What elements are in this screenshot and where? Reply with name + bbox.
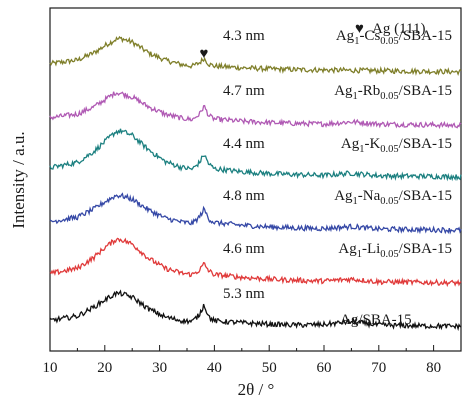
legend-label: Ag (111) (372, 21, 425, 37)
sample-label: Ag1-Na0.05/SBA-15 (334, 188, 452, 207)
x-tick-label: 10 (43, 360, 58, 376)
crystallite-size-label: 4.3 nm (223, 28, 265, 44)
x-tick-label: 20 (97, 360, 112, 376)
y-axis-title: Intensity / a.u. (9, 131, 28, 228)
x-axis-title: 2θ / ° (238, 380, 275, 399)
sample-label: Ag1-Li0.05/SBA-15 (338, 241, 452, 260)
sample-label: Ag1-K0.05/SBA-15 (341, 136, 452, 155)
x-tick-label: 60 (317, 360, 332, 376)
sample-label: Ag1-Rb0.05/SBA-15 (334, 83, 452, 102)
x-axis-ticks: 10 20 30 40 50 60 70 80 (43, 345, 441, 376)
peak-heart-icon: ♥ (200, 46, 209, 62)
crystallite-size-label: 4.4 nm (223, 136, 265, 152)
xrd-pattern-line (49, 35, 462, 77)
x-tick-label: 70 (371, 360, 386, 376)
xrd-pattern-line (49, 91, 462, 130)
series-labels: 4.3 nm Ag1-Cs0.05/SBA-15 4.7 nm Ag1-Rb0.05/… (223, 28, 452, 328)
legend-heart-icon: ♥ (355, 21, 364, 37)
crystallite-size-label: 4.7 nm (223, 83, 265, 99)
crystallite-size-label: 4.6 nm (223, 241, 265, 257)
x-tick-label: 40 (207, 360, 222, 376)
plot-frame (49, 7, 462, 352)
crystallite-size-label: 5.3 nm (223, 286, 265, 302)
xrd-pattern-line (49, 192, 462, 235)
series-curves (49, 35, 462, 332)
sample-label: Ag1-Cs0.05/SBA-15 (336, 28, 452, 47)
sample-label: Ag/SBA-15 (340, 312, 412, 328)
crystallite-size-label: 4.8 nm (223, 188, 265, 204)
xrd-pattern-line (49, 289, 462, 332)
xrd-pattern-line (49, 128, 462, 182)
xrd-pattern-line (49, 237, 462, 288)
x-tick-label: 50 (262, 360, 277, 376)
x-tick-label: 30 (152, 360, 167, 376)
x-tick-label: 80 (426, 360, 441, 376)
